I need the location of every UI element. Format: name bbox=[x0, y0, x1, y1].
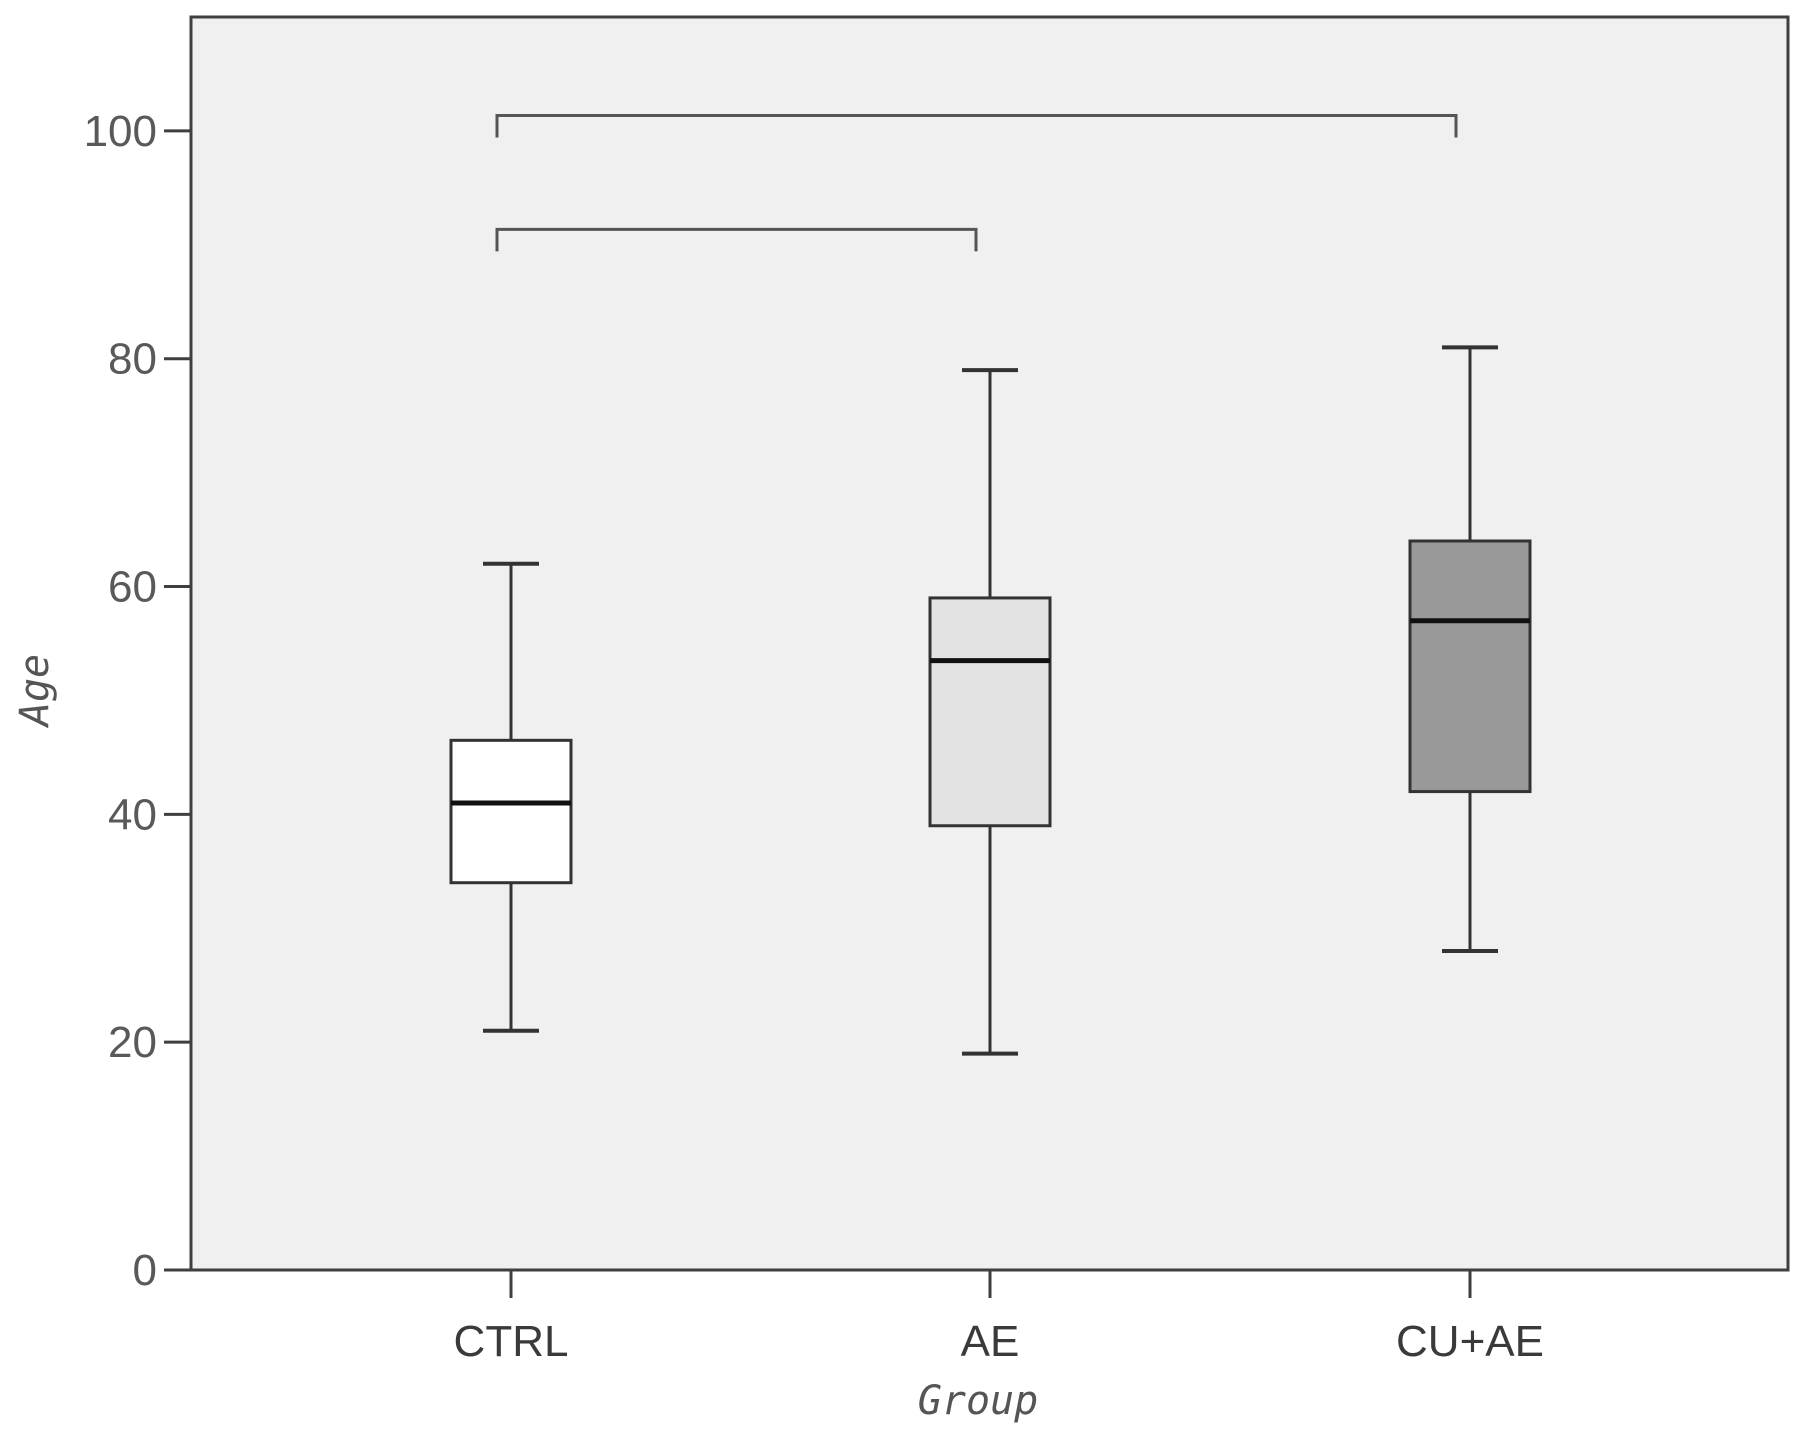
comparison-brackets bbox=[495, 114, 1458, 252]
box-group bbox=[449, 561, 573, 1033]
y-tick-label: 60 bbox=[108, 563, 157, 612]
x-axis-title: Group bbox=[918, 1378, 1038, 1424]
x-tick-label: AE bbox=[961, 1317, 1020, 1366]
y-axis-title: Age bbox=[12, 654, 58, 729]
box-series bbox=[449, 345, 1532, 1056]
box-iqr bbox=[928, 596, 1052, 828]
box-group bbox=[1408, 345, 1532, 954]
x-axis: CTRL AE CU+AE bbox=[454, 1270, 1544, 1366]
y-tick-label: 100 bbox=[84, 107, 157, 156]
y-tick-label: 20 bbox=[108, 1018, 157, 1067]
x-tick-label: CU+AE bbox=[1396, 1317, 1544, 1366]
box-iqr bbox=[1408, 539, 1532, 794]
y-tick-label: 0 bbox=[133, 1246, 157, 1295]
y-tick-label: 80 bbox=[108, 335, 157, 384]
x-tick-label: CTRL bbox=[454, 1317, 569, 1366]
box-iqr bbox=[449, 738, 573, 885]
box-group bbox=[928, 368, 1052, 1056]
significance-bracket bbox=[495, 227, 978, 252]
y-tick-label: 40 bbox=[108, 790, 157, 839]
y-axis: 0 20 40 60 80 100 bbox=[84, 107, 191, 1295]
significance-bracket bbox=[495, 114, 1458, 138]
